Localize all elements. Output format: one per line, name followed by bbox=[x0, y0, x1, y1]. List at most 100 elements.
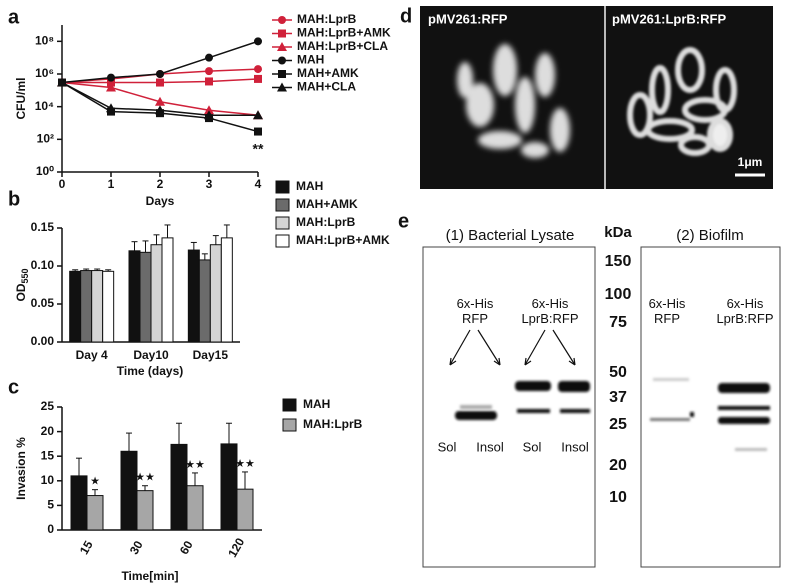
band-label-line: 6x-His bbox=[649, 296, 686, 311]
gel-title: (1) Bacterial Lysate bbox=[446, 227, 575, 244]
band-label-line: 6x-His bbox=[457, 296, 494, 311]
y-tick-label: 0.10 bbox=[31, 258, 55, 272]
y-tick-label: 0.05 bbox=[31, 296, 55, 310]
y-axis-label-text: CFU/ml bbox=[14, 78, 28, 120]
legend-label: MAH+CLA bbox=[297, 80, 356, 94]
bar bbox=[170, 443, 188, 531]
band-label-line: 6x-His bbox=[532, 296, 569, 311]
y-tick-label: 10 bbox=[41, 473, 55, 487]
legend-label: MAH:LprB bbox=[296, 215, 356, 229]
ladder-label: 37 bbox=[609, 389, 627, 406]
bar bbox=[70, 475, 88, 531]
x-tick-label: 120 bbox=[225, 535, 247, 560]
y-axis-label: Invasion % bbox=[14, 437, 28, 500]
band-label-line: RFP bbox=[462, 311, 488, 326]
point bbox=[155, 96, 165, 106]
y-tick-label: 5 bbox=[47, 498, 54, 512]
ladder-label: 100 bbox=[605, 286, 632, 303]
point bbox=[205, 77, 213, 86]
panel-label: e bbox=[398, 210, 409, 232]
x-tick-label: 30 bbox=[127, 538, 146, 557]
legend-label: MAH bbox=[297, 53, 324, 67]
band-label-line: 6x-His bbox=[727, 296, 764, 311]
bar bbox=[80, 270, 93, 343]
y-tick-label: 10⁴ bbox=[35, 99, 54, 113]
significance: ★ bbox=[90, 476, 100, 488]
cells-left bbox=[457, 44, 570, 158]
point bbox=[106, 103, 116, 113]
legend-marker bbox=[278, 16, 286, 24]
significance: ★★ bbox=[185, 459, 205, 471]
bar bbox=[102, 270, 115, 343]
legend-marker bbox=[278, 29, 286, 38]
y-axis-label: OD550 bbox=[14, 268, 30, 301]
legend-swatch bbox=[275, 180, 290, 194]
x-tick-label: Day10 bbox=[133, 348, 169, 362]
significance: ★★ bbox=[235, 458, 255, 470]
x-tick-label: 60 bbox=[177, 538, 196, 557]
y-tick-label: 0 bbox=[47, 522, 54, 536]
y-axis-label-sub: 550 bbox=[20, 268, 30, 283]
y-tick-label: 10⁸ bbox=[35, 34, 54, 48]
micrographs: pMV261:RFP pMV261:LprB:RFP 1μm d bbox=[400, 5, 773, 189]
band-label-line: LprB:RFP bbox=[521, 311, 578, 326]
y-tick-label: 25 bbox=[41, 399, 55, 413]
y-tick-label: 0.15 bbox=[31, 220, 55, 234]
legend-swatch bbox=[275, 234, 290, 248]
ladder-label: 25 bbox=[609, 416, 627, 433]
y-tick-label: 10⁰ bbox=[36, 164, 54, 178]
legend-marker bbox=[278, 70, 286, 78]
annotation: ** bbox=[253, 141, 264, 157]
ladder-label: 20 bbox=[609, 457, 627, 474]
y-axis-label-text: Invasion % bbox=[14, 437, 28, 500]
point bbox=[156, 78, 164, 87]
image-label: pMV261:LprB:RFP bbox=[612, 11, 726, 26]
scale-label: 1μm bbox=[738, 155, 763, 169]
arrows bbox=[449, 329, 576, 366]
legend-label: MAH+AMK bbox=[296, 197, 358, 211]
bar bbox=[220, 443, 238, 531]
cells-right bbox=[627, 47, 737, 156]
y-tick-label: 15 bbox=[41, 448, 55, 462]
y-tick-label: 0.00 bbox=[31, 334, 55, 348]
legend-swatch bbox=[282, 398, 297, 412]
y-tick-label: 20 bbox=[41, 424, 55, 438]
bar bbox=[91, 270, 104, 343]
bar bbox=[136, 490, 154, 531]
point bbox=[253, 110, 263, 120]
y-axis-label-text: OD bbox=[14, 283, 28, 301]
x-tick-label: 15 bbox=[77, 538, 96, 557]
y-tick-label: 10⁶ bbox=[35, 66, 54, 80]
x-tick-label: 4 bbox=[255, 177, 262, 191]
point bbox=[106, 82, 116, 92]
point bbox=[155, 105, 165, 115]
bands bbox=[455, 378, 770, 451]
bar bbox=[186, 485, 204, 531]
legend-marker bbox=[278, 56, 286, 65]
ladder-label: 75 bbox=[609, 314, 627, 331]
band-label-line: LprB:RFP bbox=[716, 311, 773, 326]
x-tick-label: 1 bbox=[108, 177, 115, 191]
bar bbox=[220, 237, 233, 343]
legend-swatch bbox=[275, 198, 290, 212]
x-tick-label: 3 bbox=[206, 177, 213, 191]
gel bbox=[422, 246, 596, 568]
point bbox=[205, 53, 213, 62]
x-axis-label: Time (days) bbox=[117, 364, 183, 378]
band-label: 6x-His LprB:RFP bbox=[716, 296, 773, 326]
legend-label: MAH:LprB+CLA bbox=[297, 39, 388, 53]
bar bbox=[187, 249, 200, 343]
x-tick-label: 2 bbox=[157, 177, 164, 191]
ladder-label: 50 bbox=[609, 364, 627, 381]
bar bbox=[236, 488, 254, 531]
legend-label: MAH bbox=[296, 179, 323, 193]
bar bbox=[120, 450, 138, 531]
band-label: 6x-His RFP bbox=[457, 296, 494, 326]
bar bbox=[209, 244, 222, 343]
bar bbox=[86, 495, 104, 531]
legend-label: MAH bbox=[303, 397, 330, 411]
point bbox=[204, 110, 214, 120]
legend-label: MAH+AMK bbox=[297, 66, 359, 80]
legend-label: MAH:LprB+AMK bbox=[297, 26, 391, 40]
